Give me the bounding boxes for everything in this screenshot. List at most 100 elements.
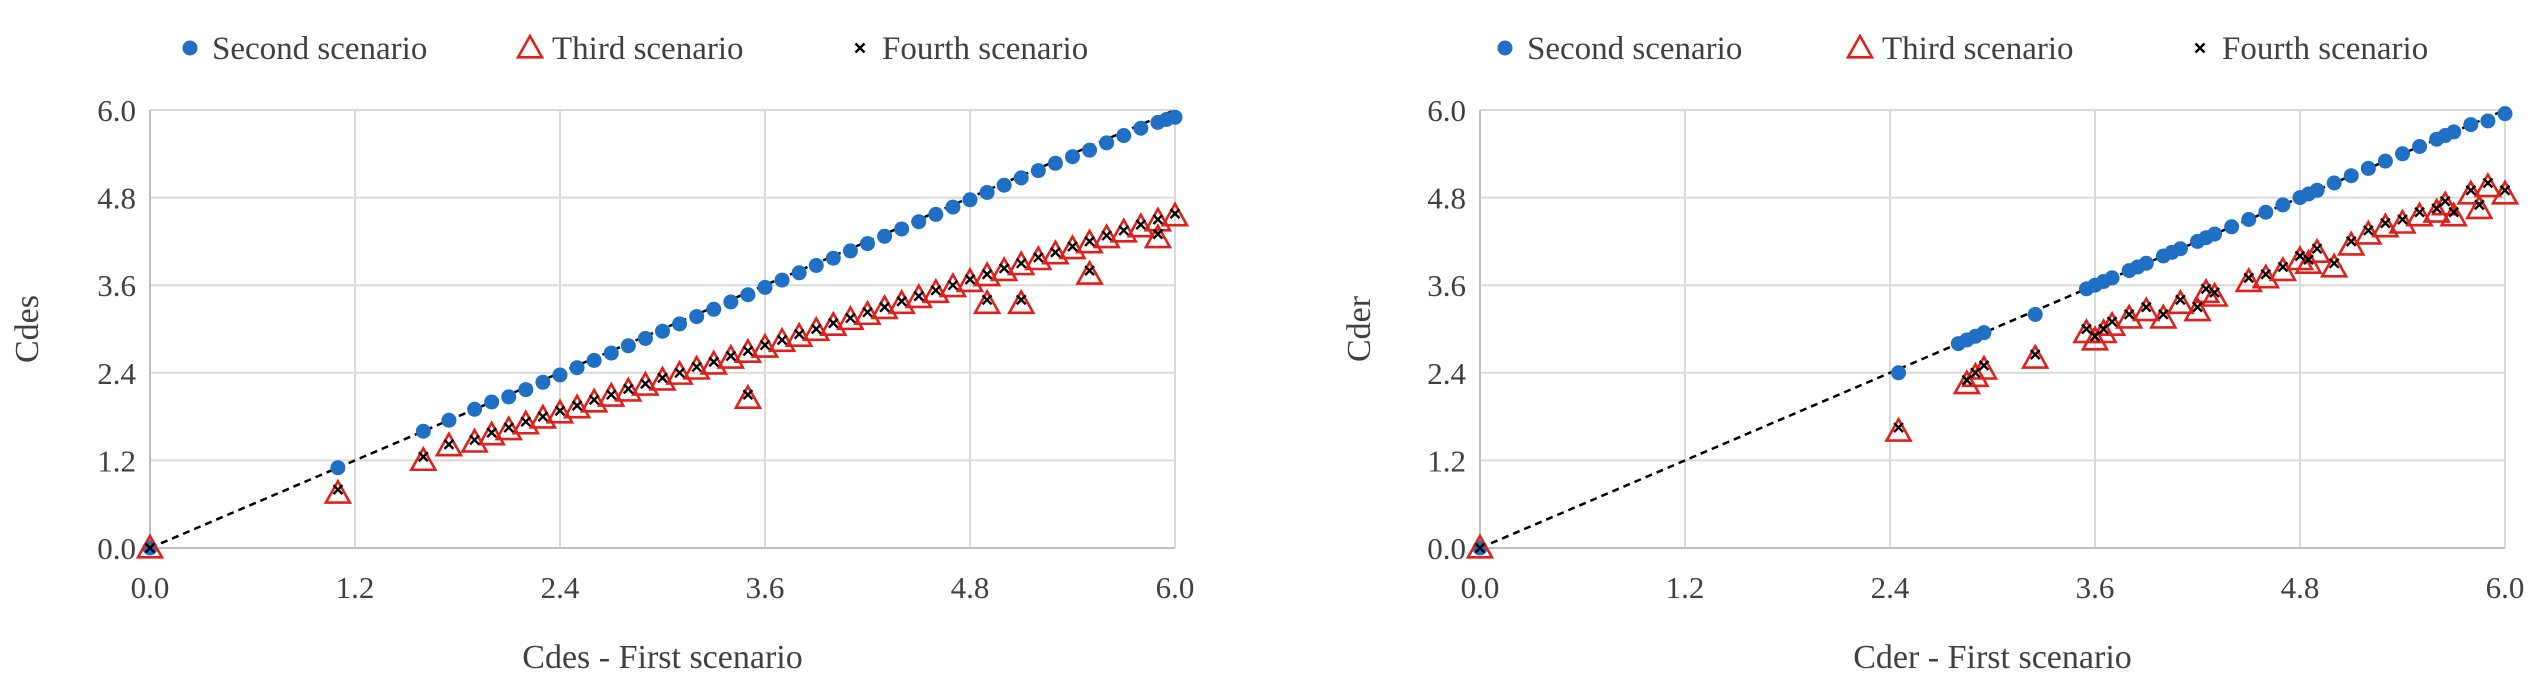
legend-label: Second scenario (1527, 31, 1742, 67)
data-point (135, 533, 165, 559)
data-point (757, 279, 773, 295)
data-point (537, 411, 549, 422)
data-point (862, 306, 873, 318)
data-point (1015, 294, 1027, 306)
data-point (494, 415, 523, 441)
data-point (586, 352, 602, 368)
data-point (2326, 175, 2342, 191)
data-point (981, 268, 993, 280)
x-tick-label: 2.4 (541, 570, 580, 605)
data-point (2260, 268, 2272, 280)
data-point (2157, 309, 2169, 320)
data-point (528, 403, 558, 429)
data-point (1126, 212, 1156, 238)
data-point (725, 350, 737, 362)
x-tick-label: 3.6 (746, 570, 785, 605)
data-point (1160, 201, 1190, 227)
data-point (972, 288, 1002, 315)
data-point (1893, 422, 1904, 433)
data-point (1465, 533, 1495, 559)
data-point (477, 420, 506, 446)
legend-marker (854, 42, 866, 54)
data-point (2200, 281, 2229, 307)
y-tick-label: 2.4 (1427, 356, 1466, 391)
data-point (2089, 330, 2101, 342)
x-tick-label: 2.4 (1871, 570, 1910, 605)
data-point (1050, 247, 1061, 258)
data-point (887, 288, 916, 315)
data-point (1058, 234, 1087, 260)
data-point (2132, 296, 2161, 322)
data-point (2371, 212, 2400, 238)
data-point (2482, 177, 2494, 189)
x-axis-title: Cder - First scenario (1853, 639, 2132, 676)
data-point (2080, 325, 2110, 351)
data-point (2490, 179, 2520, 205)
data-point (750, 332, 780, 358)
x-tick-label: 6.0 (2486, 570, 2525, 605)
data-point (2362, 225, 2374, 236)
data-point (1092, 223, 1121, 249)
data-point (2123, 309, 2135, 320)
data-point (620, 338, 636, 354)
data-point (2448, 206, 2460, 218)
x-tick-label: 1.2 (1666, 570, 1705, 605)
data-point (1970, 367, 1981, 379)
data-point (503, 422, 515, 433)
data-point (2345, 236, 2357, 247)
data-point (1075, 259, 1104, 285)
data-point (708, 356, 720, 368)
y-tick-label: 4.8 (1427, 181, 1466, 216)
data-point (605, 389, 617, 401)
data-point (2422, 197, 2451, 223)
data-point (802, 315, 831, 342)
y-tick-label: 6.0 (97, 93, 136, 128)
data-point (2027, 306, 2043, 322)
x-tick-label: 4.8 (951, 570, 990, 605)
x-tick-label: 4.8 (2281, 570, 2320, 605)
data-point (896, 295, 908, 307)
data-point (2183, 296, 2212, 322)
data-point (2430, 190, 2460, 216)
chart-panel-1: 0.0 1.2 2.4 3.6 4.8 6.0 0.0 1.2 2.4 3.6 4.8 6.0 Cdes… (9, 31, 1194, 676)
legend-label: Second scenario (212, 31, 427, 67)
data-point (2081, 323, 2092, 335)
data-point (1109, 217, 1138, 243)
data-point (2380, 217, 2391, 229)
data-point (842, 243, 858, 259)
data-point (1891, 365, 1907, 381)
data-point (1143, 223, 1173, 249)
y-tick-label: 0.0 (1427, 531, 1466, 566)
data-point (2241, 212, 2257, 227)
data-point (518, 382, 534, 398)
data-point (467, 401, 483, 417)
data-point (691, 361, 703, 373)
data-point (2089, 317, 2118, 344)
data-point (2172, 241, 2188, 257)
data-point (2499, 184, 2511, 196)
chart-panel-2: 0.0 1.2 2.4 3.6 4.8 6.0 0.0 1.2 2.4 3.6 4.8 6.0 Cder… (1341, 31, 2524, 676)
data-point (1167, 109, 1183, 125)
data-point (486, 427, 498, 439)
data-point (2098, 323, 2109, 335)
data-point (699, 349, 728, 375)
data-point (947, 279, 959, 291)
data-point (723, 294, 739, 310)
data-point (1133, 120, 1149, 136)
data-point (637, 330, 653, 346)
data-point (665, 359, 694, 385)
data-point (2439, 201, 2468, 227)
data-point (603, 345, 619, 361)
data-point (2465, 193, 2494, 220)
data-point (955, 266, 985, 293)
data-point (1084, 265, 1095, 276)
series-circle (142, 109, 1183, 556)
data-point (921, 277, 951, 304)
data-point (2397, 214, 2408, 225)
data-point (962, 192, 978, 208)
data-point (1969, 354, 1999, 380)
data-point (535, 374, 551, 390)
data-point (1101, 230, 1113, 241)
data-point (793, 328, 805, 340)
